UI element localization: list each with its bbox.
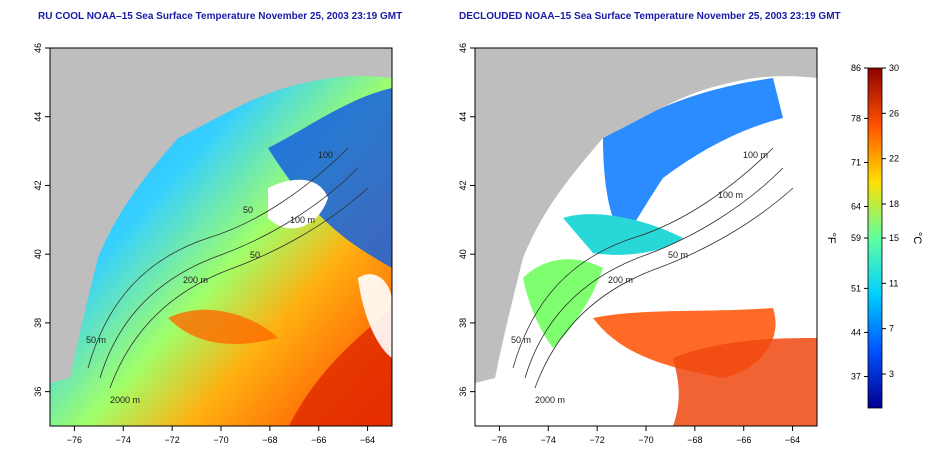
land-mass [475,48,817,383]
cloud-patch [268,179,328,229]
contour-label: 50 m [668,250,688,260]
fahrenheit-tick-label: 78 [851,113,861,123]
raw-sst-map: 50 m 200 m 2000 m 100 m 50 100 50 −76 −74… [33,43,393,445]
fahrenheit-tick-label: 64 [851,202,861,212]
y-tick-label: 38 [33,318,43,328]
celsius-tick-label: 26 [889,108,899,118]
fahrenheit-tick-label: 59 [851,233,861,243]
sst-patch [603,78,783,238]
y-tick-label: 40 [458,249,468,259]
contour-label: 100 m [718,190,743,200]
x-tick-label: −76 [492,435,507,445]
x-tick-label: −64 [360,435,375,445]
left-panel-title: RU COOL NOAA–15 Sea Surface Temperature … [38,11,403,22]
y-tick-label: 44 [33,112,43,122]
celsius-tick-label: 11 [889,278,898,288]
x-tick-label: −74 [541,435,556,445]
fahrenheit-tick-label: 71 [851,157,861,167]
x-tick-label: −70 [213,435,228,445]
temperature-colorbar: 86 78 71 64 59 51 44 37 30 26 22 18 15 11 7 3 °F °C [825,63,923,409]
x-tick-label: −68 [687,435,702,445]
contour-label: 100 m [743,150,768,160]
contour-label: 50 [250,250,260,260]
fahrenheit-tick-label: 86 [851,63,861,73]
x-tick-label: −64 [785,435,800,445]
land-mass [50,48,392,383]
contour-label: 50 m [86,335,106,345]
x-tick-label: −72 [165,435,180,445]
x-tick-label: −72 [590,435,605,445]
fahrenheit-unit-label: °F [825,232,837,243]
contour-label: 50 m [511,335,531,345]
celsius-tick-label: 3 [889,369,894,379]
x-tick-label: −66 [311,435,326,445]
fahrenheit-tick-label: 51 [851,283,861,293]
contour-label: 100 m [290,215,315,225]
fahrenheit-tick-label: 37 [851,372,861,382]
colorbar-gradient [867,67,883,409]
contour-label: 2000 m [535,395,565,405]
y-tick-label: 46 [33,43,43,53]
x-tick-label: −76 [67,435,82,445]
right-panel-title: DECLOUDED NOAA–15 Sea Surface Temperatur… [459,11,841,22]
y-tick-label: 46 [458,43,468,53]
y-tick-label: 42 [458,180,468,190]
celsius-tick-label: 22 [889,154,899,164]
y-tick-label: 42 [33,180,43,190]
x-tick-label: −70 [638,435,653,445]
celsius-tick-label: 30 [889,63,899,73]
celsius-tick-label: 18 [889,199,899,209]
celsius-unit-label: °C [911,232,923,244]
y-tick-label: 36 [33,387,43,397]
celsius-tick-label: 15 [889,233,899,243]
y-tick-label: 38 [458,318,468,328]
x-tick-label: −74 [116,435,131,445]
x-tick-label: −66 [736,435,751,445]
y-tick-label: 40 [33,249,43,259]
celsius-tick-label: 7 [889,324,894,334]
contour-label: 100 [318,150,333,160]
contour-label: 200 m [608,275,633,285]
fahrenheit-tick-label: 44 [851,327,861,337]
y-tick-label: 36 [458,387,468,397]
declouded-sst-map: 50 m 200 m 2000 m 100 m 100 m 50 m −76 −7… [458,43,818,445]
contour-label: 50 [243,205,253,215]
contour-label: 200 m [183,275,208,285]
y-tick-label: 44 [458,112,468,122]
contour-label: 2000 m [110,395,140,405]
x-tick-label: −68 [262,435,277,445]
